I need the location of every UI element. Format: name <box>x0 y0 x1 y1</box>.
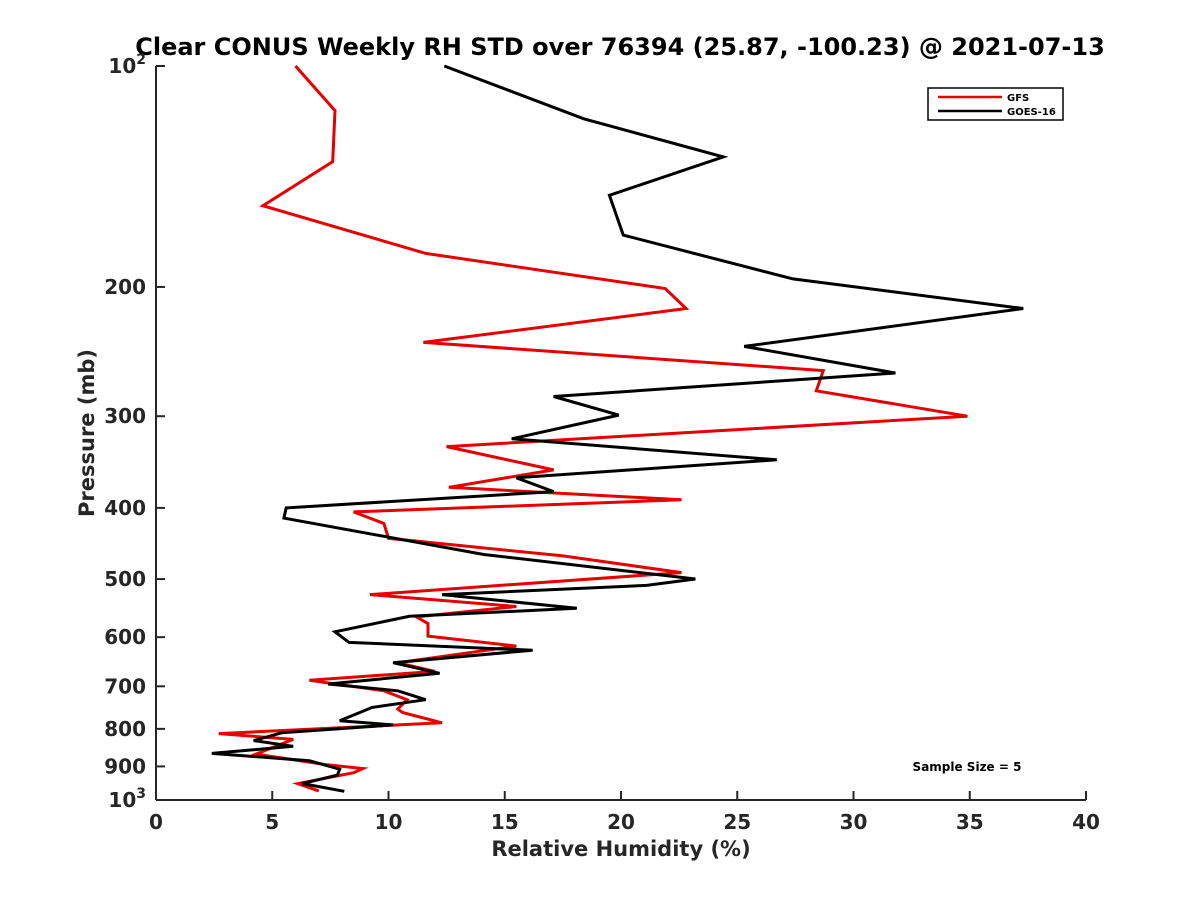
y-tick-label: 600 <box>104 625 146 649</box>
chart-title: Clear CONUS Weekly RH STD over 76394 (25… <box>135 33 1105 61</box>
y-tick-base: 800 <box>104 717 146 741</box>
y-tick-base: 900 <box>104 754 146 778</box>
y-tick-exponent: 3 <box>136 786 146 802</box>
y-tick-label: 500 <box>104 567 146 591</box>
series-line-goes16 <box>211 64 1024 793</box>
x-tick-label: 40 <box>1072 810 1100 834</box>
y-tick-base: 300 <box>104 404 146 428</box>
y-tick-base: 600 <box>104 625 146 649</box>
legend-box <box>927 87 1064 121</box>
x-tick-label: 20 <box>607 810 635 834</box>
x-tick-label: 5 <box>265 810 279 834</box>
x-tick-label: 0 <box>149 810 163 834</box>
y-tick-base: 400 <box>104 496 146 520</box>
y-tick-label: 103 <box>108 786 146 812</box>
y-tick-label: 102 <box>108 52 146 78</box>
x-ticks: 0 5 10 15 20 25 30 35 40 <box>149 791 1100 834</box>
x-tick-label: 30 <box>840 810 868 834</box>
x-tick-label: 10 <box>375 810 403 834</box>
series-layer <box>211 64 1024 793</box>
y-tick-base: 200 <box>104 275 146 299</box>
x-axis-label: Relative Humidity (%) <box>491 837 750 861</box>
y-tick-exponent: 2 <box>136 52 146 68</box>
y-tick-label: 900 <box>104 754 146 778</box>
sample-size-annotation: Sample Size = 5 <box>913 760 1022 774</box>
y-tick-base: 10 <box>108 54 136 78</box>
x-tick-label: 15 <box>491 810 519 834</box>
y-tick-label: 700 <box>104 674 146 698</box>
legend: GFS GOES-16 <box>927 87 1064 121</box>
legend-label-goes16: GOES-16 <box>1007 107 1056 118</box>
y-tick-label: 800 <box>104 717 146 741</box>
y-tick-label: 200 <box>104 275 146 299</box>
y-axis-label: Pressure (mb) <box>75 349 99 517</box>
y-tick-base: 10 <box>108 788 136 812</box>
x-tick-label: 25 <box>723 810 751 834</box>
y-tick-label: 400 <box>104 496 146 520</box>
x-tick-label: 35 <box>956 810 984 834</box>
series-line-gfs <box>218 65 968 793</box>
legend-label-gfs: GFS <box>1007 93 1029 104</box>
y-tick-base: 500 <box>104 567 146 591</box>
y-tick-label: 300 <box>104 404 146 428</box>
y-tick-base: 700 <box>104 674 146 698</box>
